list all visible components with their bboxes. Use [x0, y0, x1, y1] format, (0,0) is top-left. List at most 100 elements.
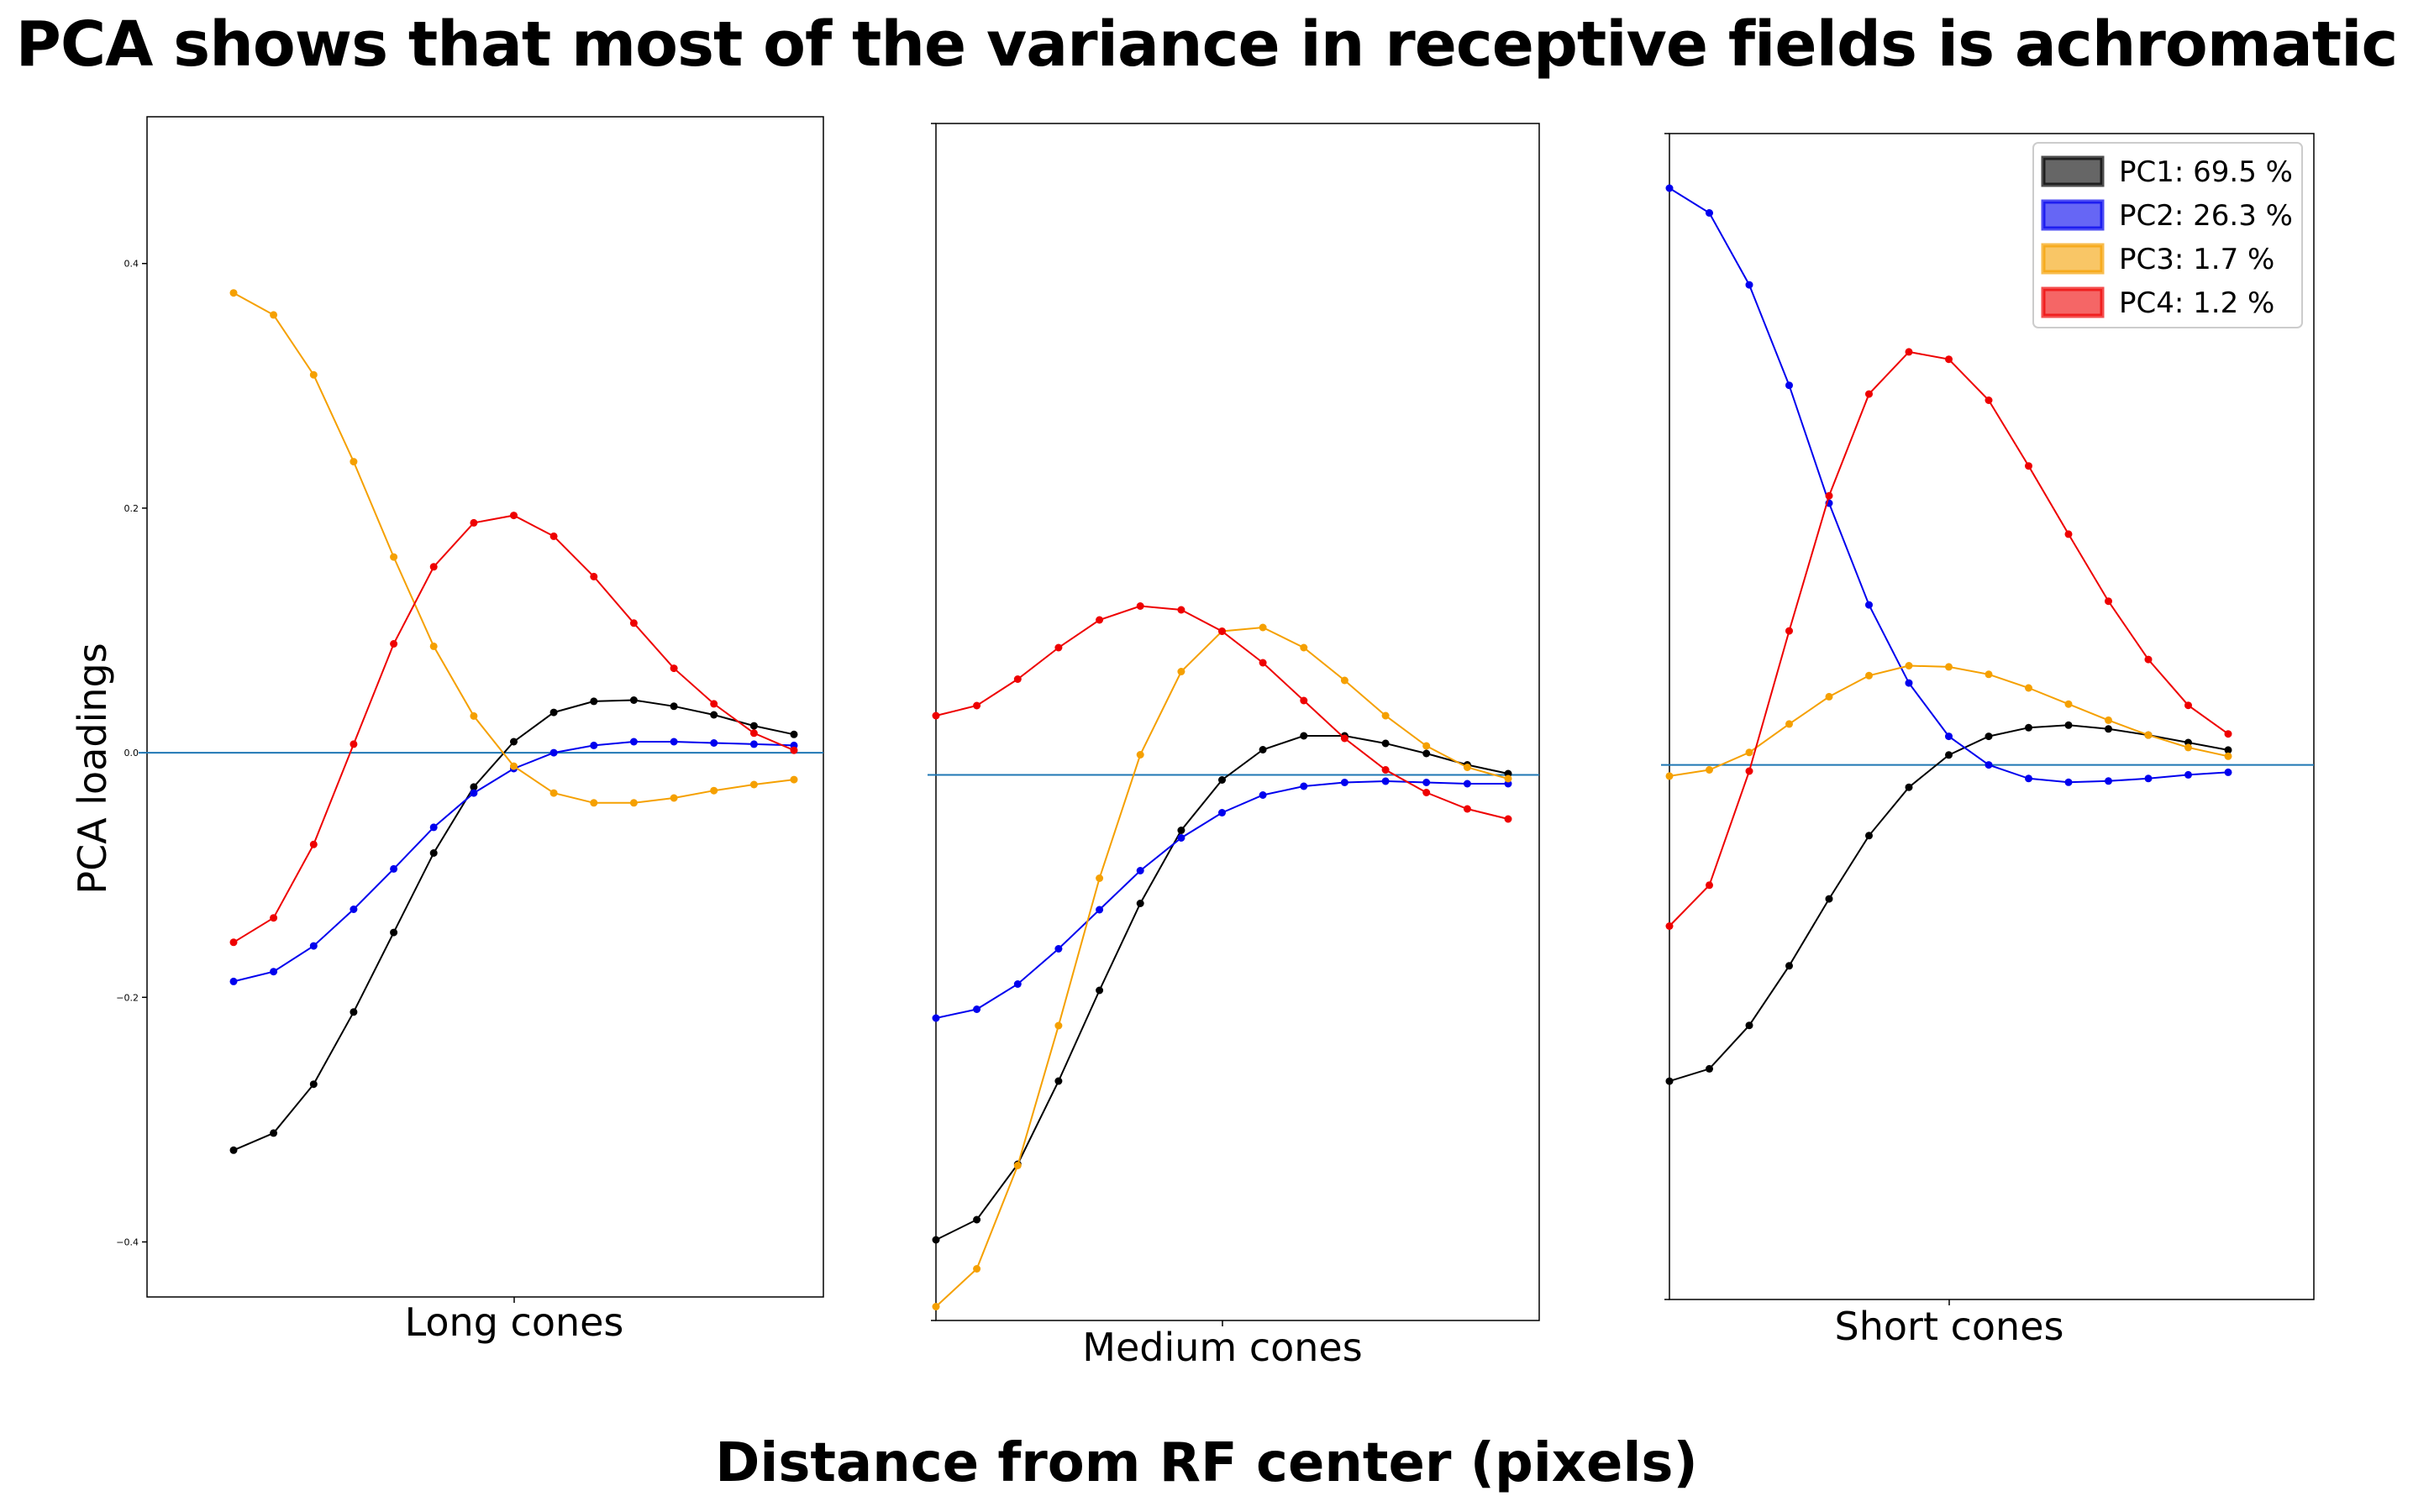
panel-label: Medium cones	[1082, 1325, 1362, 1370]
series-line-pc3	[935, 626, 1509, 1308]
data-point	[1865, 671, 1873, 680]
legend-label: PC2: 26.3 %	[2119, 199, 2293, 233]
data-point	[629, 696, 638, 704]
data-point	[549, 789, 558, 797]
plot-frame	[935, 123, 1540, 1321]
data-point	[749, 780, 758, 789]
legend-box	[2032, 142, 2303, 328]
data-point	[1381, 739, 1390, 748]
data-point	[549, 748, 558, 757]
series-line-pc3	[233, 291, 795, 804]
legend-entry-pc2: PC2: 26.3 %	[2041, 199, 2293, 233]
data-point	[1665, 772, 1674, 780]
y-tick-label: −0.2	[116, 992, 139, 1003]
data-point	[1463, 805, 1471, 813]
series-line-pc4	[233, 514, 795, 943]
data-point	[270, 1129, 278, 1137]
panel-3: Short cones	[1661, 133, 2315, 1349]
data-point	[1463, 780, 1471, 788]
data-point	[2064, 778, 2073, 786]
data-point	[1706, 1064, 1713, 1073]
data-point	[1300, 782, 1308, 790]
data-point	[1745, 281, 1753, 289]
data-point	[1096, 874, 1104, 882]
data-point	[2064, 530, 2073, 538]
data-point	[1136, 751, 1144, 759]
data-point	[309, 942, 318, 950]
data-point	[429, 563, 438, 571]
legend-swatch	[2041, 243, 2105, 275]
data-point	[670, 794, 678, 802]
data-point	[1745, 767, 1753, 775]
y-axis-label: PCA loadings	[70, 643, 115, 894]
data-point	[932, 1014, 940, 1022]
data-point	[1825, 491, 1833, 500]
data-point	[1905, 679, 1913, 687]
data-point	[1381, 766, 1390, 774]
data-point	[1706, 209, 1713, 217]
series-pc1	[229, 696, 798, 1154]
data-point	[1177, 834, 1185, 842]
data-point	[1504, 815, 1512, 823]
data-point	[973, 1215, 981, 1224]
legend-swatch	[2041, 155, 2105, 187]
data-point	[1300, 696, 1308, 705]
data-point	[470, 711, 478, 720]
data-point	[2064, 721, 2073, 729]
data-point	[1177, 668, 1185, 675]
data-point	[2184, 743, 2192, 752]
data-point	[1665, 1077, 1674, 1085]
data-point	[1825, 692, 1833, 701]
data-point	[2025, 462, 2032, 470]
data-point	[1785, 381, 1793, 390]
data-point	[270, 968, 278, 976]
data-point	[350, 1008, 358, 1016]
data-point	[270, 914, 278, 922]
series-pc4	[1665, 348, 2232, 930]
data-point	[1218, 776, 1226, 784]
data-point	[1985, 761, 1993, 769]
data-point	[429, 823, 438, 832]
data-point	[510, 738, 518, 746]
data-point	[309, 840, 318, 848]
data-point	[1665, 922, 1674, 930]
y-tick-label: 0.2	[124, 503, 139, 514]
data-point	[309, 1080, 318, 1089]
data-point	[790, 775, 798, 784]
data-point	[1136, 900, 1144, 907]
data-point	[1905, 783, 1913, 791]
series-pc4	[229, 512, 798, 947]
data-point	[1422, 779, 1431, 786]
data-point	[973, 1005, 981, 1013]
data-point	[1096, 616, 1104, 624]
data-point	[2144, 774, 2153, 783]
data-point	[932, 711, 940, 720]
legend-entry-pc3: PC3: 1.7 %	[2041, 243, 2274, 276]
data-point	[1218, 627, 1226, 635]
data-point	[549, 532, 558, 540]
data-point	[1985, 670, 1993, 679]
data-point	[590, 697, 598, 706]
panel-2: Medium cones	[928, 123, 1540, 1370]
data-point	[670, 664, 678, 673]
data-point	[2224, 746, 2232, 754]
data-point	[1706, 881, 1713, 890]
data-point	[973, 1265, 981, 1273]
plot-frame	[146, 116, 824, 1298]
data-point	[790, 730, 798, 738]
data-point	[670, 738, 678, 746]
x-axis-label: Distance from RF center (pixels)	[715, 1432, 1698, 1494]
data-point	[470, 518, 478, 527]
y-tick-label: 0.4	[124, 259, 139, 270]
data-point	[1865, 390, 1873, 398]
data-point	[270, 311, 278, 319]
y-tick-label: −0.4	[116, 1236, 139, 1247]
data-point	[390, 928, 398, 937]
series-pc2	[229, 738, 798, 985]
data-point	[390, 553, 398, 561]
data-point	[710, 786, 718, 795]
legend-entry-pc4: PC4: 1.2 %	[2041, 286, 2274, 320]
data-point	[1745, 1021, 1753, 1030]
data-point	[1054, 1077, 1063, 1085]
data-point	[2144, 655, 2153, 664]
